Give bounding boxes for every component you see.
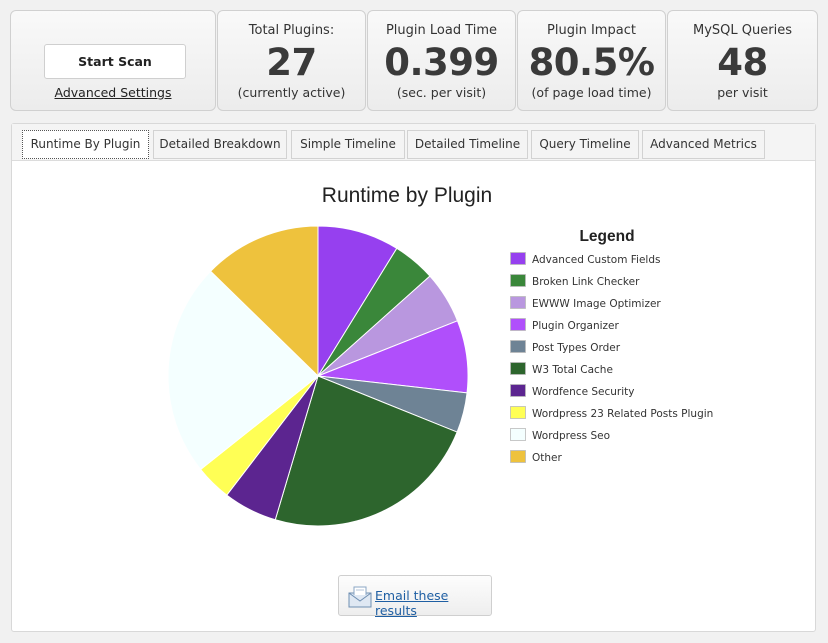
- plugin-load-time-value: 0.399: [384, 41, 499, 84]
- tab-simple-timeline[interactable]: Simple Timeline: [291, 130, 405, 159]
- legend-label: EWWW Image Optimizer: [532, 298, 661, 310]
- legend-label: Advanced Custom Fields: [532, 254, 660, 266]
- pie-slice-advanced-custom-fields: [317, 225, 398, 378]
- mysql-queries-sub: per visit: [717, 85, 768, 100]
- start-scan-button[interactable]: Start Scan: [44, 44, 186, 79]
- tab-detailed-breakdown[interactable]: Detailed Breakdown: [153, 130, 287, 159]
- pie-slice-other: [209, 225, 319, 378]
- legend-label: Wordpress 23 Related Posts Plugin: [532, 408, 713, 420]
- legend-swatch: [510, 428, 526, 441]
- envelope-icon: [348, 586, 372, 608]
- legend-label: Post Types Order: [532, 342, 621, 354]
- tab-query-timeline[interactable]: Query Timeline: [531, 130, 639, 159]
- legend-label: Wordpress Seo: [532, 430, 610, 442]
- legend-swatch: [510, 450, 526, 463]
- chart-title: Runtime by Plugin: [322, 184, 492, 207]
- legend-label: Plugin Organizer: [532, 320, 620, 332]
- legend-label: Wordfence Security: [532, 386, 635, 398]
- legend-label: W3 Total Cache: [532, 364, 613, 376]
- mysql-queries-label: MySQL Queries: [693, 23, 792, 38]
- plugin-impact-card: Plugin Impact 80.5% (of page load time): [517, 10, 666, 111]
- total-plugins-label: Total Plugins:: [248, 23, 335, 38]
- email-results-button[interactable]: Email these results: [338, 575, 492, 618]
- legend-swatch: [510, 406, 526, 419]
- plugin-load-time-label: Plugin Load Time: [385, 23, 498, 38]
- total-plugins-sub: (currently active): [237, 85, 346, 100]
- mysql-queries-value: 48: [717, 41, 768, 84]
- total-plugins-value: 27: [266, 41, 317, 84]
- pie-slice-wordpress-seo: [167, 270, 319, 471]
- legend-swatch: [510, 318, 526, 331]
- scan-card: Start Scan Advanced Settings: [10, 10, 216, 111]
- plugin-impact-label: Plugin Impact: [547, 23, 636, 38]
- legend-label: Broken Link Checker: [532, 276, 640, 288]
- plugin-load-time-card: Plugin Load Time 0.399 (sec. per visit): [367, 10, 516, 111]
- tab-bar: Runtime By Plugin Detailed Breakdown Sim…: [12, 124, 815, 161]
- legend-label: Other: [532, 452, 562, 464]
- legend-swatch: [510, 362, 526, 375]
- tab-runtime-by-plugin[interactable]: Runtime By Plugin: [22, 130, 149, 159]
- mysql-queries-card: MySQL Queries 48 per visit: [667, 10, 818, 111]
- advanced-settings-link[interactable]: Advanced Settings: [54, 85, 172, 100]
- tab-advanced-metrics[interactable]: Advanced Metrics: [642, 130, 765, 159]
- legend: Advanced Custom Fields Broken Link Checke…: [510, 252, 713, 464]
- plugin-impact-sub: (of page load time): [531, 85, 652, 100]
- runtime-pie-chart: Runtime by Plugin Legend Advanced Custom…: [167, 184, 713, 527]
- plugin-load-time-sub: (sec. per visit): [396, 85, 487, 100]
- tab-detailed-timeline[interactable]: Detailed Timeline: [407, 130, 528, 159]
- plugin-impact-value: 80.5%: [528, 41, 655, 84]
- pie-slices: [167, 225, 469, 527]
- email-results-label: Email these results: [375, 588, 449, 618]
- results-panel: Runtime By Plugin Detailed Breakdown Sim…: [11, 123, 816, 632]
- legend-swatch: [510, 296, 526, 309]
- legend-swatch: [510, 252, 526, 265]
- total-plugins-card: Total Plugins: 27 (currently active): [217, 10, 366, 111]
- legend-swatch: [510, 384, 526, 397]
- legend-swatch: [510, 340, 526, 353]
- legend-title: Legend: [579, 228, 634, 245]
- legend-swatch: [510, 274, 526, 287]
- pie-slice-w3-total-cache: [274, 375, 458, 527]
